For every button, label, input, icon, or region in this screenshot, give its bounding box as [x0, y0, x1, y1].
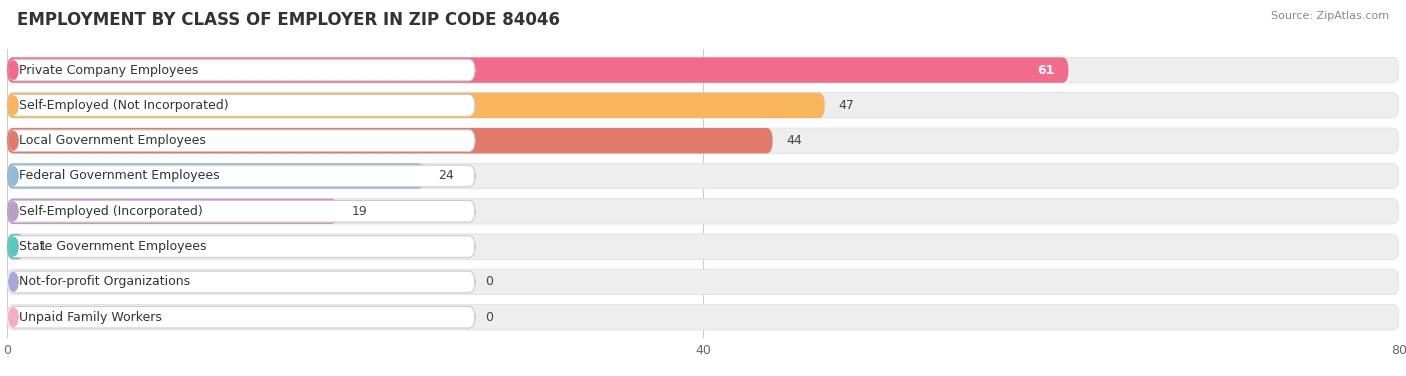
Text: Source: ZipAtlas.com: Source: ZipAtlas.com	[1271, 11, 1389, 21]
FancyBboxPatch shape	[8, 165, 475, 187]
FancyBboxPatch shape	[7, 305, 1399, 330]
FancyBboxPatch shape	[8, 200, 475, 222]
FancyBboxPatch shape	[7, 58, 1069, 83]
Circle shape	[8, 96, 18, 115]
Text: State Government Employees: State Government Employees	[20, 240, 207, 253]
Text: 47: 47	[839, 99, 855, 112]
Text: 1: 1	[38, 240, 46, 253]
FancyBboxPatch shape	[7, 128, 1399, 153]
FancyBboxPatch shape	[7, 269, 1399, 295]
FancyBboxPatch shape	[8, 271, 475, 293]
FancyBboxPatch shape	[7, 92, 1399, 118]
Bar	[7, 301, 1399, 334]
FancyBboxPatch shape	[8, 306, 475, 328]
Text: 24: 24	[439, 170, 454, 182]
Text: Federal Government Employees: Federal Government Employees	[20, 170, 221, 182]
Bar	[7, 195, 1399, 227]
Bar	[7, 54, 1399, 86]
Circle shape	[8, 273, 18, 291]
Text: EMPLOYMENT BY CLASS OF EMPLOYER IN ZIP CODE 84046: EMPLOYMENT BY CLASS OF EMPLOYER IN ZIP C…	[17, 11, 560, 29]
FancyBboxPatch shape	[8, 236, 475, 258]
Text: Not-for-profit Organizations: Not-for-profit Organizations	[20, 275, 191, 288]
FancyBboxPatch shape	[7, 58, 1399, 83]
FancyBboxPatch shape	[7, 199, 1399, 224]
Text: 44: 44	[786, 134, 803, 147]
Circle shape	[8, 202, 18, 220]
Text: 19: 19	[352, 205, 367, 218]
Bar	[7, 266, 1399, 298]
Bar	[7, 230, 1399, 263]
FancyBboxPatch shape	[8, 59, 475, 81]
Text: 0: 0	[485, 275, 494, 288]
FancyBboxPatch shape	[7, 234, 24, 259]
Text: 61: 61	[1038, 64, 1054, 77]
FancyBboxPatch shape	[8, 95, 475, 116]
Text: Self-Employed (Not Incorporated): Self-Employed (Not Incorporated)	[20, 99, 229, 112]
FancyBboxPatch shape	[7, 163, 1399, 189]
Bar	[7, 160, 1399, 192]
FancyBboxPatch shape	[7, 199, 337, 224]
Text: Unpaid Family Workers: Unpaid Family Workers	[20, 311, 162, 324]
FancyBboxPatch shape	[7, 234, 1399, 259]
FancyBboxPatch shape	[7, 92, 825, 118]
FancyBboxPatch shape	[7, 163, 425, 189]
Circle shape	[8, 237, 18, 256]
Text: 0: 0	[485, 311, 494, 324]
Text: Private Company Employees: Private Company Employees	[20, 64, 198, 77]
Circle shape	[8, 61, 18, 79]
Circle shape	[8, 132, 18, 150]
Circle shape	[8, 308, 18, 326]
Bar	[7, 124, 1399, 157]
Circle shape	[8, 167, 18, 185]
FancyBboxPatch shape	[8, 130, 475, 152]
Text: Local Government Employees: Local Government Employees	[20, 134, 207, 147]
FancyBboxPatch shape	[7, 128, 773, 153]
Text: Self-Employed (Incorporated): Self-Employed (Incorporated)	[20, 205, 204, 218]
Bar	[7, 89, 1399, 121]
